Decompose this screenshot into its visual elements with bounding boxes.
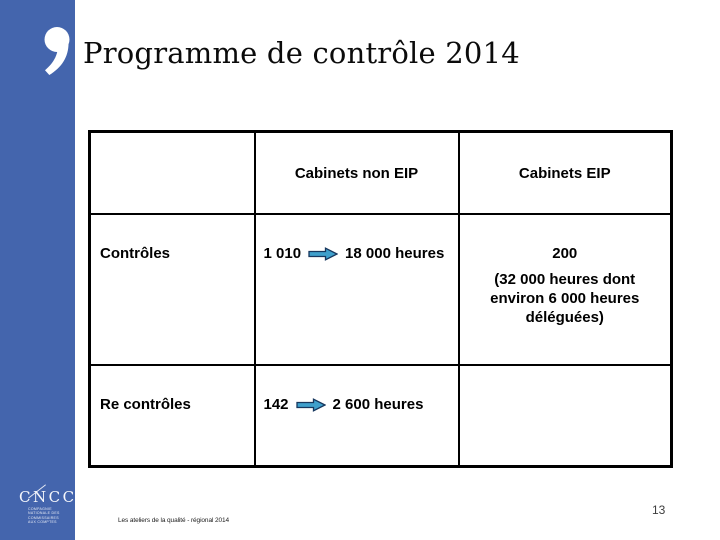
page-number: 13 [652, 503, 666, 517]
hours-value: 2 600 heures [332, 396, 424, 413]
eip-count: 200 [552, 245, 578, 262]
cell-controles-eip: 200 (32 000 heures dont environ 6 000 he… [457, 213, 673, 366]
flow-arrow-icon [295, 397, 326, 412]
sidebar-accent-bar: CNCC COMPAGNIE NATIONALE DES COMMISSAIRE… [0, 0, 75, 540]
logo-subtext-line: COMMISSAIRES [28, 515, 59, 520]
count-value: 1 010 [263, 245, 302, 262]
count-value: 142 [263, 396, 289, 413]
control-program-table: Cabinets non EIP Cabinets EIP Contrôles … [88, 130, 673, 468]
footer-note: Les ateliers de la qualité - régional 20… [118, 517, 230, 524]
flow-arrow-icon [308, 246, 339, 261]
cell-recontroles-eip [457, 364, 673, 468]
cell-recontroles-non-eip: 142 2 600 heures [253, 364, 460, 468]
page-title: Programme de contrôle 2014 [83, 36, 520, 70]
eip-note: (32 000 heures dont environ 6 000 heures… [490, 271, 640, 326]
table-header-empty [88, 130, 256, 215]
row-label-recontroles: Re contrôles [88, 364, 256, 468]
table-header-non-eip: Cabinets non EIP [253, 130, 460, 215]
logo-subtext-line: AUX COMPTES [28, 520, 57, 525]
cncc-logo: CNCC COMPAGNIE NATIONALE DES COMMISSAIRE… [19, 484, 74, 525]
row-label-controles: Contrôles [88, 213, 256, 366]
logo-subtext-line: NATIONALE DES [28, 511, 60, 516]
logo-subtext-line: COMPAGNIE [28, 507, 52, 511]
table-header-eip: Cabinets EIP [457, 130, 673, 215]
quote-mark-icon [44, 27, 70, 75]
cell-controles-non-eip: 1 010 18 000 heures [253, 213, 460, 366]
hours-value: 18 000 heures [345, 245, 445, 262]
